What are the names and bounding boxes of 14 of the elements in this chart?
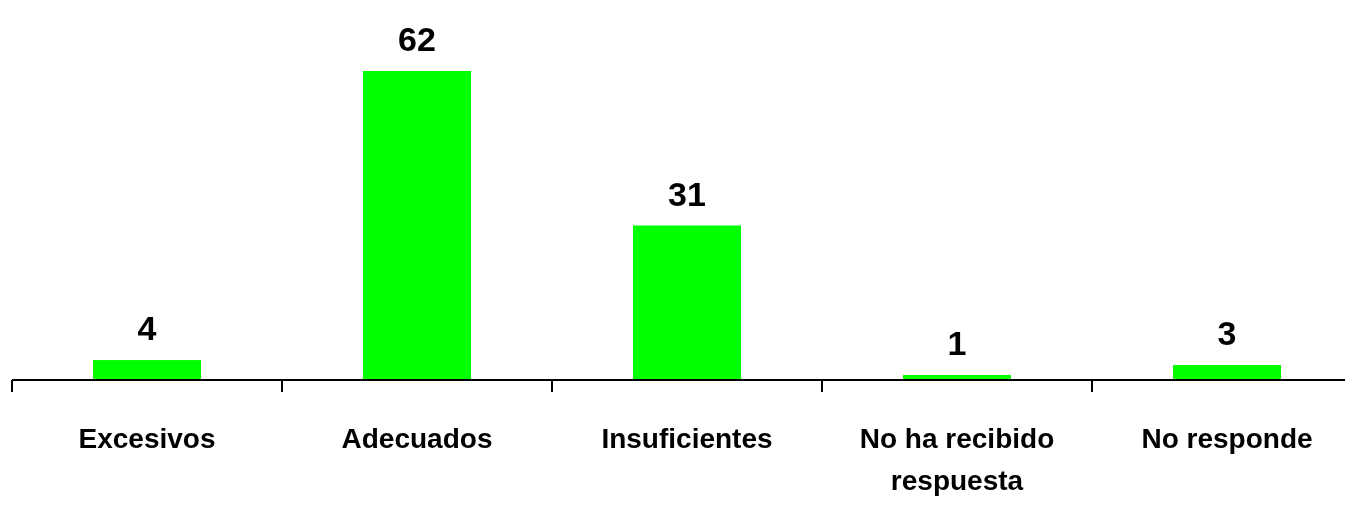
data-label: 3 xyxy=(1217,314,1237,353)
x-tick-label: No responde xyxy=(1141,423,1313,454)
data-label: 4 xyxy=(137,309,157,348)
x-tick-label: No ha recibido respuesta xyxy=(859,423,1055,496)
x-tick-label: Adecuados xyxy=(341,423,493,454)
bar xyxy=(633,225,741,380)
bar xyxy=(1173,365,1281,380)
data-label: 1 xyxy=(947,324,967,363)
bar xyxy=(93,360,201,380)
x-tick-label: Excesivos xyxy=(78,423,216,454)
data-label: 31 xyxy=(668,174,706,213)
data-label: 62 xyxy=(398,20,436,58)
bar xyxy=(363,71,471,380)
x-tick-label: Insuficientes xyxy=(601,423,773,454)
